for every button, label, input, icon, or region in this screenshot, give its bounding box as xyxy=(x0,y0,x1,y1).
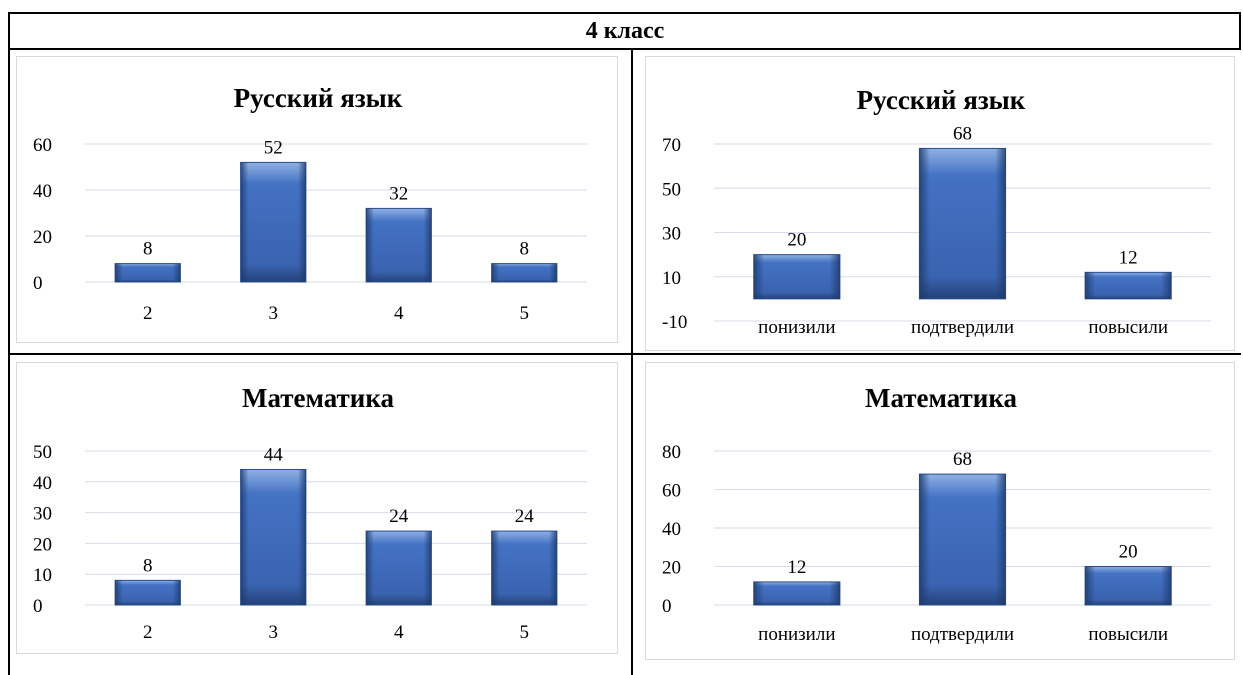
chart-svg: Русский язык 0 20 40 60 8 2 52 3 32 4 8 5 xyxy=(33,83,587,324)
table-border-center xyxy=(631,48,633,675)
x-tick-label: понизили xyxy=(758,317,835,338)
x-tick-label: 5 xyxy=(520,622,530,643)
y-tick-label: 60 xyxy=(33,135,52,156)
y-tick-label: 0 xyxy=(662,596,672,617)
y-tick-label: 40 xyxy=(33,473,52,494)
data-label: 32 xyxy=(389,183,408,204)
data-label: 8 xyxy=(520,239,530,260)
page-title: 4 класс xyxy=(585,17,665,44)
chart-russian-grades: Русский язык 0 20 40 60 8 2 52 3 32 4 8 5 xyxy=(16,56,618,343)
bar-shade xyxy=(919,148,1006,299)
y-tick-label: 10 xyxy=(662,268,681,289)
bar-shade xyxy=(240,162,306,282)
y-tick-label: 60 xyxy=(662,481,681,502)
chart-title: Русский язык xyxy=(234,83,403,113)
bar-shade xyxy=(1085,272,1172,299)
y-tick-label: 50 xyxy=(662,179,681,200)
data-label: 12 xyxy=(787,557,806,578)
chart-math-grades: Математика 0 10 20 30 40 50 8 2 44 3 24 4 24 5 xyxy=(16,362,618,654)
chart-svg: Математика 0 20 40 60 80 12 понизили 68 подтверди… xyxy=(662,383,1211,645)
y-tick-label: 30 xyxy=(662,224,681,245)
bar-shade xyxy=(919,474,1006,605)
x-tick-label: повысили xyxy=(1088,317,1168,338)
table-border-header xyxy=(8,48,1241,50)
x-tick-label: 5 xyxy=(520,303,530,324)
data-label: 8 xyxy=(143,239,153,260)
data-label: 12 xyxy=(1119,247,1138,268)
x-tick-label: 4 xyxy=(394,622,404,643)
chart-math-change: Математика 0 20 40 60 80 12 понизили 68 подтверди… xyxy=(645,362,1235,660)
x-tick-label: 3 xyxy=(269,303,279,324)
bar-shade xyxy=(491,263,557,282)
chart-title: Математика xyxy=(865,383,1018,413)
table-border-left xyxy=(8,12,10,675)
data-label: 8 xyxy=(143,555,153,576)
y-tick-label: 50 xyxy=(33,442,52,463)
data-label: 20 xyxy=(787,230,806,251)
y-tick-label: 20 xyxy=(33,534,52,555)
y-tick-label: 0 xyxy=(33,273,43,294)
y-tick-label: 20 xyxy=(662,558,681,579)
table-border-right xyxy=(1239,12,1241,49)
y-tick-label: 40 xyxy=(33,181,52,202)
x-tick-label: 2 xyxy=(143,622,153,643)
y-tick-label: 80 xyxy=(662,442,681,463)
x-tick-label: 4 xyxy=(394,303,404,324)
y-tick-label: 0 xyxy=(33,596,43,617)
bar-shade xyxy=(1085,566,1172,605)
bar-shade xyxy=(753,254,840,299)
data-label: 52 xyxy=(264,137,283,158)
bar-shade xyxy=(366,531,432,605)
table-border-top xyxy=(8,12,1241,14)
bar-shade xyxy=(240,469,306,605)
chart-title: Русский язык xyxy=(857,85,1026,115)
chart-svg: Русский язык -10 10 30 50 70 20 понизили 68 подтв… xyxy=(662,85,1211,338)
data-label: 68 xyxy=(953,123,972,144)
chart-title: Математика xyxy=(242,383,395,413)
y-tick-label: 30 xyxy=(33,504,52,525)
bar-shade xyxy=(753,581,840,605)
data-label: 20 xyxy=(1119,542,1138,563)
bar-shade xyxy=(115,580,181,605)
x-tick-label: подтвердили xyxy=(911,624,1014,645)
x-tick-label: понизили xyxy=(758,624,835,645)
data-label: 68 xyxy=(953,449,972,470)
bar-shade xyxy=(115,263,181,282)
data-label: 44 xyxy=(264,444,284,465)
chart-russian-change: Русский язык -10 10 30 50 70 20 понизили 68 подтв… xyxy=(645,56,1235,351)
table-border-middle xyxy=(8,353,1241,355)
x-tick-label: 3 xyxy=(269,622,279,643)
x-tick-label: подтвердили xyxy=(911,317,1014,338)
bar-shade xyxy=(491,531,557,605)
y-tick-label: 10 xyxy=(33,565,52,586)
y-tick-label: 20 xyxy=(33,227,52,248)
y-tick-label: 70 xyxy=(662,135,681,156)
bar-shade xyxy=(366,208,432,282)
y-tick-label: 40 xyxy=(662,519,681,540)
x-tick-label: повысили xyxy=(1088,624,1168,645)
data-label: 24 xyxy=(515,506,535,527)
y-tick-label: -10 xyxy=(662,312,687,333)
x-tick-label: 2 xyxy=(143,303,153,324)
data-label: 24 xyxy=(389,506,409,527)
